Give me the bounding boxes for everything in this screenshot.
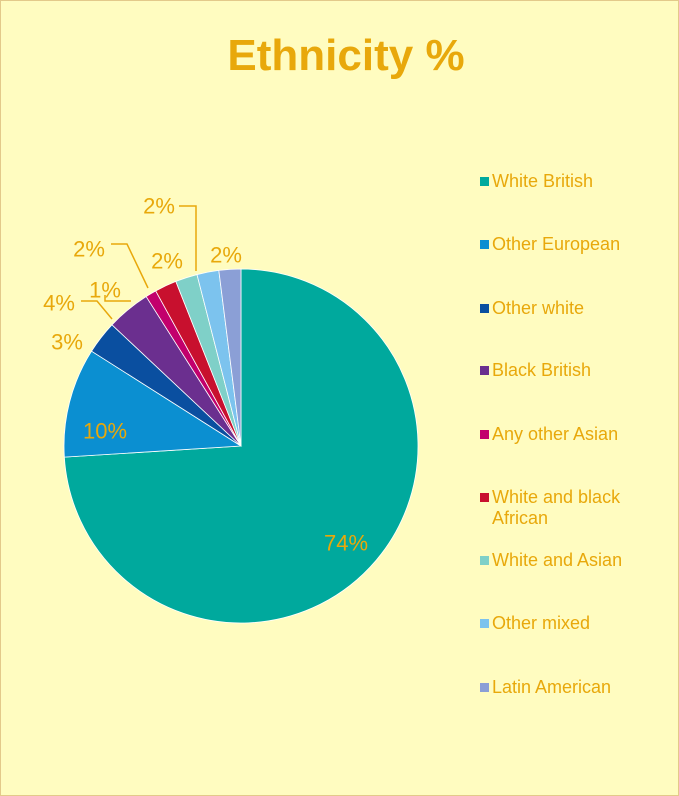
- pie-slice-other-european: [63, 350, 243, 458]
- data-label-black-british: 4%: [43, 291, 75, 316]
- legend-label: White British: [492, 171, 594, 191]
- legend-swatch: [480, 366, 489, 375]
- leader-lines: [81, 205, 197, 320]
- legend-label: Black British: [492, 360, 592, 380]
- pie-slice-latin-american: [218, 268, 242, 447]
- leader-line-other-mixed: [179, 205, 197, 271]
- legend-label: White and Asian: [492, 550, 623, 570]
- data-label-white-and-black-african: 2%: [73, 237, 105, 262]
- legend-label: White and black African: [492, 487, 621, 528]
- legend-label: Latin American: [492, 677, 612, 697]
- data-labels: 74% 10% 3% 4% 1% 2% 2% 2% 2%: [43, 194, 368, 556]
- legend-label: Other mixed: [492, 613, 591, 633]
- legend-swatch: [480, 240, 489, 249]
- legend-label: Any other Asian: [492, 424, 619, 444]
- legend-swatch: [480, 619, 489, 628]
- leader-line-white-and-black-african: [111, 243, 149, 289]
- legend-swatch: [480, 493, 489, 502]
- legend-swatch: [480, 683, 489, 692]
- legend-label: Other European: [492, 234, 621, 254]
- leader-line-black-british: [81, 300, 113, 320]
- data-label-white-british: 74%: [324, 531, 368, 556]
- pie-slices: [63, 268, 419, 624]
- legend-swatch: [480, 304, 489, 313]
- data-label-other-mixed: 2%: [143, 194, 175, 219]
- legend-swatch: [480, 556, 489, 565]
- data-label-other-white: 3%: [51, 330, 83, 355]
- data-label-latin-american: 2%: [210, 243, 242, 268]
- chart-title: Ethnicity %: [227, 31, 465, 80]
- legend-label: Other white: [492, 298, 585, 318]
- data-label-white-and-asian: 2%: [151, 249, 183, 274]
- data-label-any-other-asian: 1%: [89, 278, 121, 303]
- leader-line-any-other-asian: [104, 295, 131, 302]
- legend-swatch: [480, 430, 489, 439]
- legend-swatch: [480, 177, 489, 186]
- data-label-other-european: 10%: [83, 419, 127, 444]
